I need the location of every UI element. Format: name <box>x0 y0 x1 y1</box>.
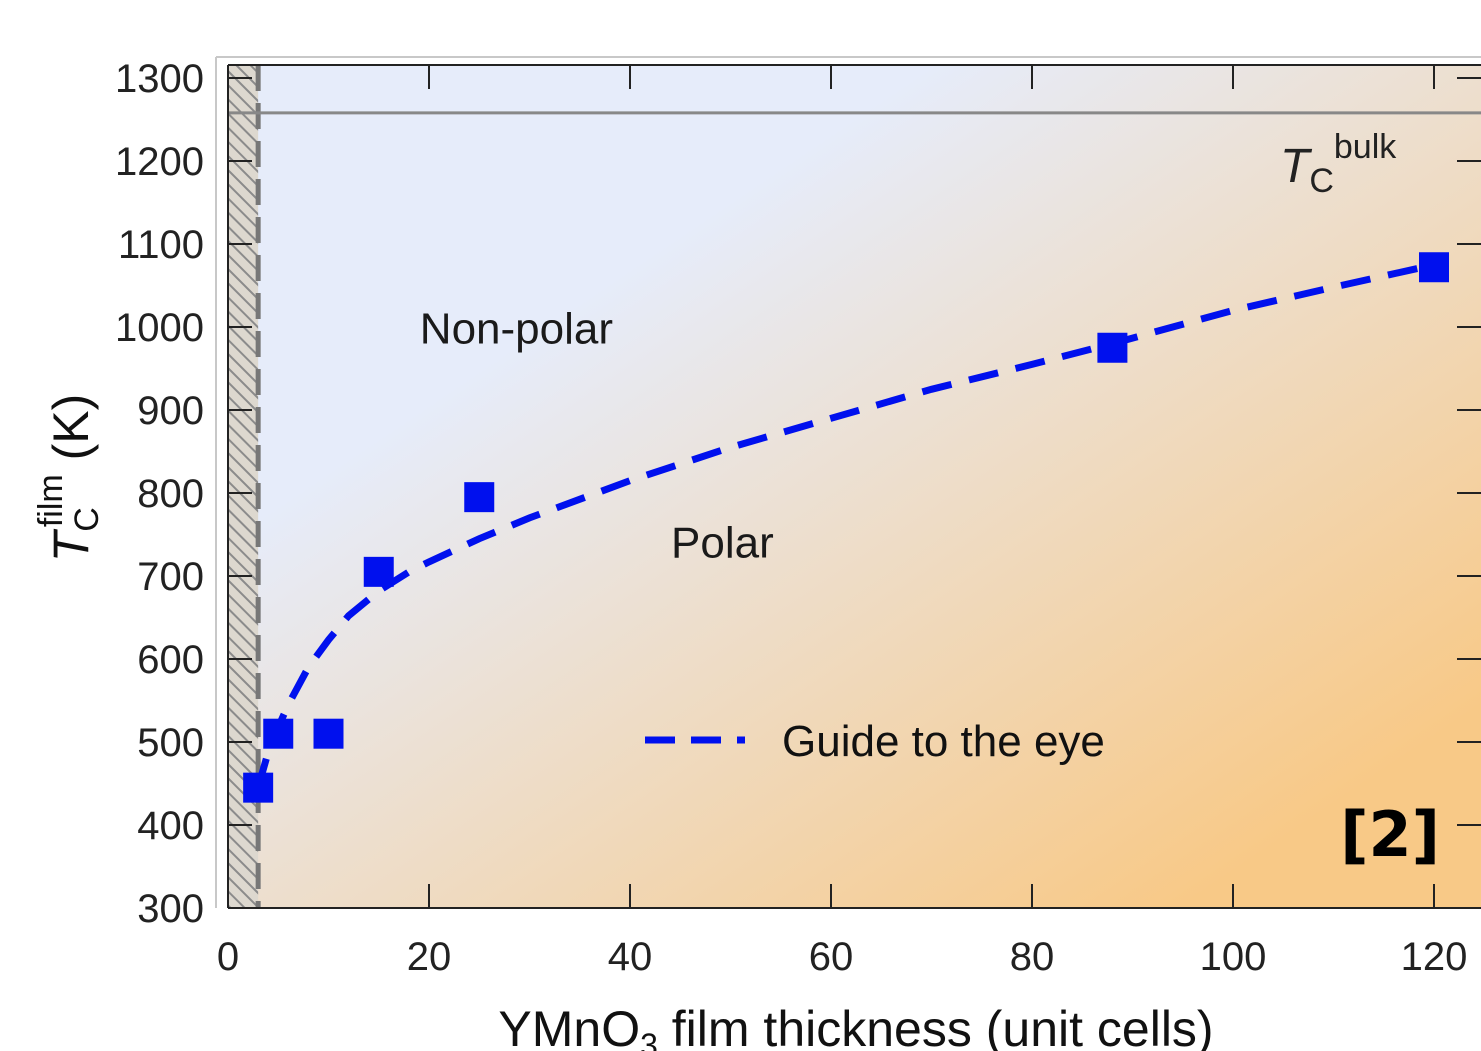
y-tick-label: 800 <box>137 472 204 516</box>
data-point <box>1419 252 1449 283</box>
region-label: Polar <box>671 519 774 568</box>
data-point <box>263 718 294 749</box>
y-axis-title: TCfilm (K) <box>32 394 106 563</box>
y-tick-label: 300 <box>137 887 204 931</box>
y-tick-label: 1300 <box>115 57 204 101</box>
series <box>243 252 1449 803</box>
x-tick-label: 40 <box>608 935 653 979</box>
region-label: Non-polar <box>420 305 613 354</box>
x-tick-label: 100 <box>1200 935 1267 979</box>
data-point <box>243 772 274 803</box>
y-tick-label: 600 <box>137 638 204 682</box>
x-tick-label: 120 <box>1401 935 1468 979</box>
y-tick-label: 1200 <box>115 140 204 184</box>
x-tick-label: 60 <box>809 935 854 979</box>
data-point <box>363 556 394 587</box>
bulk-label: TCbulk <box>1280 128 1397 200</box>
data-point <box>313 718 344 749</box>
x-tick-label: 80 <box>1010 935 1055 979</box>
excluded-region <box>228 65 261 908</box>
y-tick-label: 400 <box>137 804 204 848</box>
y-tick-label: 900 <box>137 389 204 433</box>
legend-label: Guide to the eye <box>782 717 1105 766</box>
citation-label: [2] <box>1340 798 1440 871</box>
x-axis-title: YMnO3 film thickness (unit cells) <box>498 1001 1213 1051</box>
y-tick-label: 1000 <box>115 306 204 350</box>
plot-frame <box>215 56 1481 909</box>
x-axis: 0 20 40 60 80 100 120 <box>217 65 1468 979</box>
y-tick-label: 500 <box>137 721 204 765</box>
y-tick-label: 1100 <box>118 223 204 267</box>
x-tick-label: 0 <box>217 935 239 979</box>
plot-background <box>228 65 1481 908</box>
data-point <box>1097 332 1128 363</box>
annotations: Non-polar Polar TCbulk <box>420 128 1397 568</box>
y-tick-label: 700 <box>137 555 204 599</box>
y-axis: 300 400 500 600 700 800 900 1000 1100 1200 1300 <box>115 57 1481 931</box>
data-point <box>464 482 495 513</box>
guide-dashed-line <box>254 261 1435 789</box>
excluded-hatch <box>228 65 259 908</box>
x-tick-label: 20 <box>407 935 452 979</box>
legend: Guide to the eye <box>645 717 1105 766</box>
